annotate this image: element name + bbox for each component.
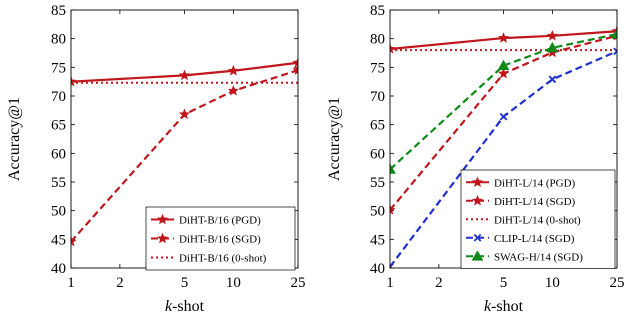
- data-point: [292, 56, 298, 68]
- y-tick-label: 50: [51, 204, 66, 220]
- y-tick-label: 75: [370, 60, 385, 76]
- y-tick-label: 70: [51, 89, 66, 105]
- y-tick-label: 55: [370, 175, 385, 191]
- series-line-4: [390, 50, 617, 268]
- data-point: [548, 75, 557, 84]
- y-tick-label: 45: [51, 232, 66, 248]
- legend-label: DiHT-L/14 (0-shot): [494, 214, 581, 226]
- x-tick-label: 25: [291, 275, 306, 291]
- x-tick-label: 2: [435, 275, 443, 291]
- plot-area: [390, 25, 617, 268]
- series-line-2: [71, 69, 298, 243]
- legend-label: DiHT-L/14 (SGD): [494, 196, 576, 208]
- y-tick-label: 85: [51, 3, 66, 19]
- series-line-1: [390, 30, 617, 51]
- y-tick-label: 45: [370, 232, 385, 248]
- data-point: [71, 235, 77, 247]
- legend-marker: [473, 233, 482, 242]
- y-tick-label: 50: [370, 204, 385, 220]
- y-tick-label: 80: [51, 32, 66, 48]
- x-tick-label: 5: [181, 275, 189, 291]
- data-point: [613, 47, 617, 56]
- data-point: [497, 32, 510, 43]
- x-tick-label: 1: [386, 275, 394, 291]
- legend-marker: [156, 213, 169, 225]
- y-tick-label: 60: [51, 146, 66, 162]
- legend-marker: [471, 176, 484, 187]
- data-point: [497, 67, 510, 79]
- x-axis-label: k-shot: [484, 298, 524, 315]
- data-point: [611, 28, 617, 39]
- legend-marker: [471, 250, 484, 261]
- y-tick-label: 85: [370, 3, 385, 19]
- plot-area: [71, 56, 298, 247]
- data-point: [546, 41, 559, 53]
- data-point: [390, 263, 394, 268]
- y-tick-label: 55: [51, 175, 66, 191]
- y-tick-label: 40: [370, 261, 385, 277]
- y-axis-label: Accuracy@1: [6, 97, 23, 181]
- x-tick-label: 10: [545, 275, 560, 291]
- data-point: [497, 59, 510, 70]
- data-point: [178, 108, 191, 120]
- data-point: [546, 29, 558, 41]
- y-tick-label: 70: [370, 89, 385, 105]
- legend-label: DiHT-B/16 (SGD): [179, 234, 261, 246]
- x-tick-label: 5: [500, 275, 508, 291]
- legend-label: SWAG-H/14 (SGD): [494, 251, 583, 263]
- x-tick-label: 25: [610, 275, 625, 291]
- y-axis-label: Accuracy@1: [326, 97, 343, 181]
- x-tick-label: 10: [226, 275, 241, 291]
- x-tick-label: 1: [67, 275, 75, 291]
- legend-marker: [471, 194, 484, 206]
- legend-box: [145, 206, 296, 271]
- data-point: [499, 112, 508, 121]
- legend-label: DiHT-L/14 (PGD): [494, 177, 576, 189]
- x-tick-label: 2: [116, 275, 124, 291]
- data-point: [178, 69, 191, 81]
- data-point: [390, 204, 396, 215]
- data-point: [390, 163, 396, 174]
- y-tick-label: 75: [51, 60, 66, 76]
- y-tick-label: 65: [370, 118, 385, 134]
- y-tick-label: 80: [370, 32, 385, 48]
- legend-marker: [156, 232, 169, 244]
- legend-label: DiHT-B/16 (PGD): [179, 215, 261, 227]
- series-line-2: [390, 34, 617, 211]
- legend-label: CLIP-L/14 (SGD): [494, 233, 575, 245]
- x-axis-label: k-shot: [165, 298, 205, 315]
- series-line-1: [71, 61, 298, 83]
- data-point: [227, 85, 239, 96]
- data-point: [292, 64, 298, 75]
- series-line-5: [390, 33, 617, 171]
- y-tick-label: 40: [51, 261, 66, 277]
- y-tick-label: 65: [51, 118, 66, 134]
- y-tick-label: 60: [370, 146, 385, 162]
- data-point: [227, 64, 239, 76]
- legend-label: DiHT-B/16 (0-shot): [179, 253, 267, 265]
